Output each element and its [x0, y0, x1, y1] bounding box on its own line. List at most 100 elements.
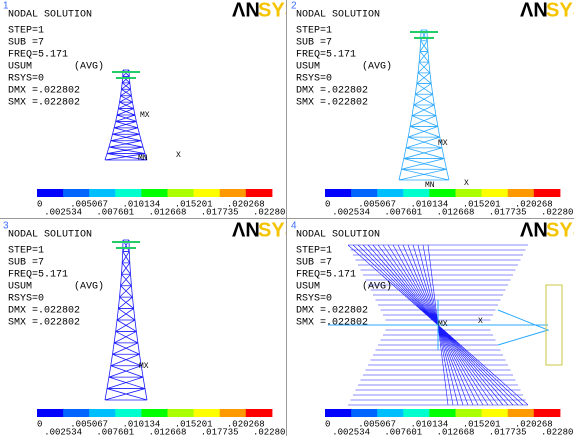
info-line: STEP=1 — [8, 246, 44, 257]
info-line: SUB =7 — [8, 258, 44, 269]
legend-swatch — [63, 189, 90, 197]
node-label: MN — [425, 181, 435, 190]
logo-left: ΛN — [232, 219, 260, 241]
legend-tick: .017735 — [489, 427, 527, 436]
info-line: NODAL SOLUTION — [8, 230, 92, 241]
info-line: SMX =.022802 — [296, 98, 368, 109]
legend-tick: .007601 — [384, 427, 422, 436]
legend-tick: .002534 — [332, 207, 370, 217]
legend-tick: .022802 — [253, 207, 291, 217]
legend-swatch — [351, 409, 378, 417]
legend-swatch — [141, 409, 168, 417]
info-line: RSYS=0 — [8, 294, 44, 305]
legend-tick: .022802 — [541, 207, 574, 217]
legend-swatch — [377, 409, 404, 417]
legend-swatch — [194, 409, 221, 417]
legend-swatch — [325, 409, 352, 417]
legend-tick: 0 — [37, 199, 42, 209]
logo-right: SYS — [546, 219, 574, 241]
info-line: NODAL SOLUTION — [296, 230, 380, 241]
legend-tick: .012668 — [149, 207, 187, 217]
info-line: RSYS=0 — [296, 294, 332, 305]
legend-swatch — [141, 189, 168, 197]
info-line: STEP=1 — [296, 26, 332, 37]
info-line: FREQ=5.171 — [296, 270, 356, 281]
node-label: MX — [139, 362, 149, 371]
ansys-window: 1ΛNSYSMXMNXNODAL SOLUTIONSTEP=1SUB =7FRE… — [0, 0, 574, 436]
legend-tick: .012668 — [437, 207, 475, 217]
legend-tick: .017735 — [489, 207, 527, 217]
legend-tick: .022802 — [541, 427, 574, 436]
legend-swatch — [246, 409, 273, 417]
node-label: MX — [438, 139, 448, 148]
legend-swatch — [351, 189, 378, 197]
node-label: MX — [140, 111, 150, 120]
info-line: USUM (AVG) — [296, 61, 392, 73]
legend-swatch — [325, 189, 352, 197]
legend-tick: 0 — [37, 419, 42, 429]
legend-tick: 0 — [325, 419, 330, 429]
legend-swatch — [403, 409, 430, 417]
legend-tick: .002534 — [44, 207, 82, 217]
node-label: MX — [438, 320, 448, 329]
info-line: USUM (AVG) — [8, 61, 104, 73]
legend-swatch — [89, 409, 116, 417]
legend-swatch — [246, 189, 273, 197]
legend-swatch — [63, 409, 90, 417]
info-line: USUM (AVG) — [296, 281, 392, 293]
legend-swatch — [89, 189, 116, 197]
info-line: DMX =.022802 — [8, 86, 80, 97]
info-line: STEP=1 — [8, 26, 44, 37]
legend-tick: .012668 — [149, 427, 187, 436]
legend-swatch — [168, 189, 195, 197]
info-line: SMX =.022802 — [8, 318, 80, 329]
info-line: SUB =7 — [296, 258, 332, 269]
legend-tick: .012668 — [437, 427, 475, 436]
info-line: SUB =7 — [296, 38, 332, 49]
legend-tick: .017735 — [201, 207, 239, 217]
info-line: SMX =.022802 — [296, 318, 368, 329]
legend-swatch — [220, 189, 247, 197]
legend-swatch — [115, 409, 142, 417]
info-line: FREQ=5.171 — [8, 50, 68, 61]
info-line: RSYS=0 — [296, 74, 332, 85]
logo-right: SYS — [546, 0, 574, 21]
legend-swatch — [456, 189, 483, 197]
info-line: DMX =.022802 — [296, 86, 368, 97]
legend-swatch — [220, 409, 247, 417]
legend-tick: .002534 — [44, 427, 82, 436]
legend-swatch — [429, 189, 456, 197]
legend-tick: .002534 — [332, 427, 370, 436]
legend-swatch — [403, 189, 430, 197]
legend-swatch — [168, 409, 195, 417]
info-line: DMX =.022802 — [296, 306, 368, 317]
legend-swatch — [534, 189, 561, 197]
info-line: RSYS=0 — [8, 74, 44, 85]
legend-tick: .017735 — [201, 427, 239, 436]
legend-swatch — [115, 189, 142, 197]
node-label: MN — [138, 154, 148, 163]
legend-tick: .007601 — [384, 207, 422, 217]
legend-swatch — [482, 409, 509, 417]
info-line: USUM (AVG) — [8, 281, 104, 293]
legend-swatch — [377, 189, 404, 197]
legend-swatch — [456, 409, 483, 417]
legend-swatch — [534, 409, 561, 417]
legend-tick: .007601 — [96, 427, 134, 436]
legend-swatch — [429, 409, 456, 417]
legend-swatch — [482, 189, 509, 197]
node-label: X — [464, 179, 469, 188]
legend-tick: 0 — [325, 199, 330, 209]
logo-left: ΛN — [520, 219, 548, 241]
info-line: NODAL SOLUTION — [296, 10, 380, 21]
info-line: NODAL SOLUTION — [8, 10, 92, 21]
legend-swatch — [37, 409, 64, 417]
logo-left: ΛN — [520, 0, 548, 21]
node-label: X — [478, 317, 483, 326]
legend-swatch — [194, 189, 221, 197]
info-line: DMX =.022802 — [8, 306, 80, 317]
info-line: SUB =7 — [8, 38, 44, 49]
info-line: FREQ=5.171 — [296, 50, 356, 61]
info-line: FREQ=5.171 — [8, 270, 68, 281]
legend-tick: .007601 — [96, 207, 134, 217]
